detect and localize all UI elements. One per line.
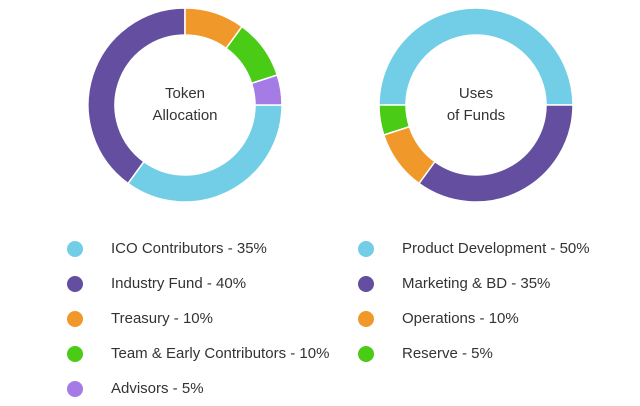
uses-of-funds-svg	[378, 7, 574, 203]
legend-label: Advisors - 5%	[111, 380, 204, 397]
legend-item-treasury: Treasury - 10%	[67, 301, 329, 336]
uses-of-funds-legend: Product Development - 50% Marketing & BD…	[358, 231, 590, 371]
slice-product-development	[378, 7, 574, 106]
uses-of-funds-label-line-1: Uses	[458, 85, 494, 102]
legend-dot	[358, 240, 374, 257]
uses-of-funds-center-label: Uses of Funds	[371, 0, 581, 210]
legend-dot	[358, 345, 374, 362]
legend-item-product-development: Product Development - 50%	[358, 231, 590, 266]
token-allocation-legend: ICO Contributors - 35% Industry Fund - 4…	[67, 231, 329, 406]
legend-label: Product Development - 50%	[402, 240, 590, 257]
legend-dot	[67, 240, 83, 257]
legend-dot	[67, 380, 83, 397]
legend-item-reserve: Reserve - 5%	[358, 336, 590, 371]
legend-label: Industry Fund - 40%	[111, 275, 247, 292]
legend-label: Treasury - 10%	[111, 310, 213, 327]
legend-dot	[358, 275, 374, 292]
legend-label: Marketing & BD - 35%	[402, 275, 551, 292]
token-allocation-label-line-2: Allocation	[152, 107, 218, 124]
legend-item-industry-fund: Industry Fund - 40%	[67, 266, 329, 301]
token-allocation-label-line-1: Token	[164, 85, 206, 102]
token-allocation-center-label: Token Allocation	[80, 0, 290, 210]
legend-item-team-early-contributors: Team & Early Contributors - 10%	[67, 336, 329, 371]
slice-reserve	[378, 104, 411, 136]
legend-label: Team & Early Contributors - 10%	[111, 345, 330, 362]
legend-label: ICO Contributors - 35%	[111, 240, 267, 257]
legend-dot	[67, 345, 83, 362]
legend-item-ico-contributors: ICO Contributors - 35%	[67, 231, 329, 266]
token-allocation-svg	[87, 7, 283, 203]
legend-item-marketing-bd: Marketing & BD - 35%	[358, 266, 590, 301]
legend-dot	[67, 275, 83, 292]
uses-of-funds-label-line-2: of Funds	[446, 107, 506, 124]
legend-label: Operations - 10%	[402, 310, 519, 327]
legend-dot	[358, 310, 374, 327]
legend-label: Reserve - 5%	[402, 345, 493, 362]
legend-dot	[67, 310, 83, 327]
token-allocation-donut: Token Allocation	[80, 0, 290, 210]
uses-of-funds-donut: Uses of Funds	[371, 0, 581, 210]
legend-item-operations: Operations - 10%	[358, 301, 590, 336]
legend-item-advisors: Advisors - 5%	[67, 371, 329, 406]
slice-advisors	[250, 74, 283, 106]
